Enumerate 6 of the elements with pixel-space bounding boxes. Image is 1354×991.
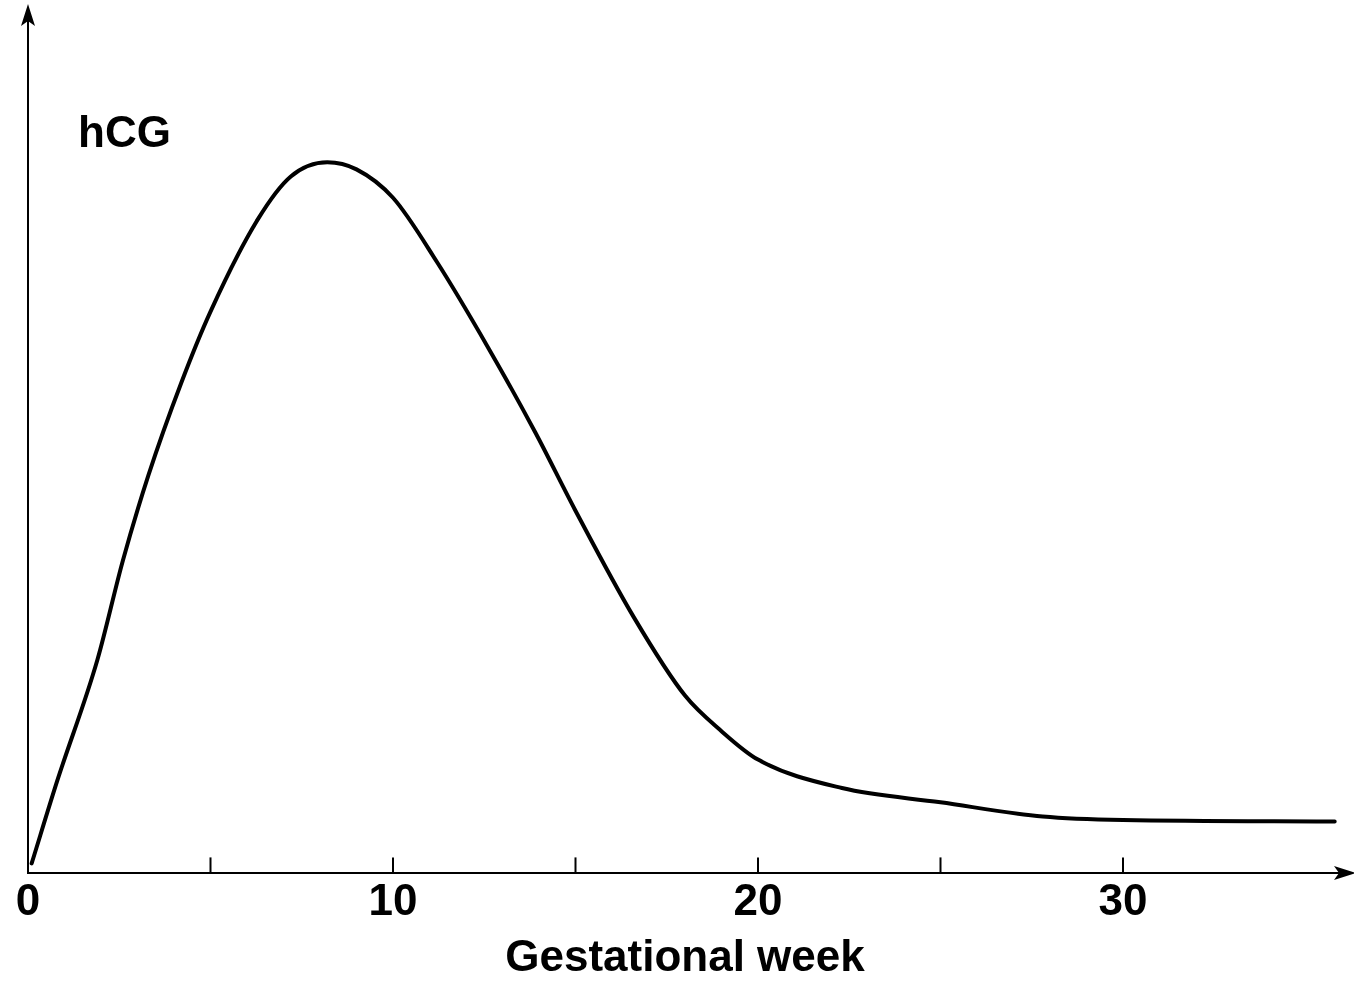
x-tick-label: 20	[733, 874, 783, 924]
x-tick-label: 0	[15, 874, 41, 924]
x-axis-title: Gestational week	[505, 930, 866, 980]
y-axis-title: hCG	[78, 107, 171, 157]
x-tick-label: 10	[368, 874, 418, 924]
x-tick-label: 30	[1098, 874, 1148, 924]
